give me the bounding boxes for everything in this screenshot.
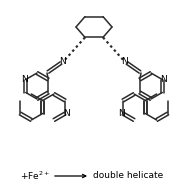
Text: N: N xyxy=(60,57,66,67)
Text: N: N xyxy=(21,75,28,84)
Text: N: N xyxy=(160,75,167,84)
Text: N: N xyxy=(122,57,128,67)
Text: double helicate: double helicate xyxy=(93,171,163,180)
Text: $\mathregular{+Fe^{2+}}$: $\mathregular{+Fe^{2+}}$ xyxy=(20,170,50,182)
Text: N: N xyxy=(119,109,125,118)
Text: N: N xyxy=(63,109,70,118)
